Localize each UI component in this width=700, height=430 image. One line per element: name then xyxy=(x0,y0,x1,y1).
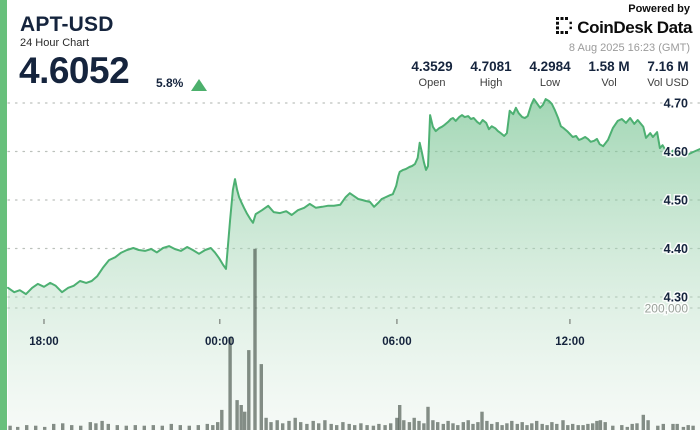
brand-name[interactable]: CoinDesk Data xyxy=(577,18,692,37)
high-label: High xyxy=(479,77,503,89)
x-axis-label: 18:00 xyxy=(29,336,58,348)
stats-row: 4.3529 Open 4.7081 High 4.2984 Low 1.58 … xyxy=(410,59,690,89)
vol-usd-label: Vol USD xyxy=(647,77,689,89)
up-arrow-icon xyxy=(191,79,207,91)
coindesk-logo-icon xyxy=(556,17,573,39)
y-axis-label: 4.30 xyxy=(664,291,688,305)
vol-usd-value: 7.16 M xyxy=(647,59,689,74)
open-label: Open xyxy=(418,77,446,89)
vol-value: 1.58 M xyxy=(588,59,630,74)
change-percent: 5.8% xyxy=(156,76,184,90)
high-value: 4.7081 xyxy=(470,59,512,74)
x-axis-label: 06:00 xyxy=(382,336,411,348)
stat-open: 4.3529 Open xyxy=(410,59,454,89)
price-chart[interactable]: 4.70 4.60 4.50 4.40 4.30 200,000 18:00 00:00 06:… xyxy=(0,95,700,430)
chart-timestamp: 8 Aug 2025 16:23 (GMT) xyxy=(568,42,690,54)
branding-block: Powered by CoinDesk Data 8 Aug 2025 16:2… xyxy=(556,3,692,54)
stat-vol: 1.58 M Vol xyxy=(587,59,631,89)
page-title: APT-USD xyxy=(20,13,114,36)
stat-vol-usd: 7.16 M Vol USD xyxy=(646,59,690,89)
y-axis-label: 4.50 xyxy=(664,194,688,208)
vol-label: Vol xyxy=(601,77,617,89)
low-label: Low xyxy=(539,77,561,89)
volume-axis-label: 200,000 xyxy=(645,302,689,316)
stat-low: 4.2984 Low xyxy=(528,59,572,89)
accent-strip xyxy=(0,0,7,430)
powered-by-label: Powered by xyxy=(628,3,690,15)
open-value: 4.3529 xyxy=(411,59,453,74)
chart-subtitle: 24 Hour Chart xyxy=(20,37,90,49)
stat-high: 4.7081 High xyxy=(469,59,513,89)
current-price: 4.6052 xyxy=(19,50,130,91)
y-axis-label: 4.60 xyxy=(664,145,688,159)
x-axis-label: 12:00 xyxy=(555,336,584,348)
low-value: 4.2984 xyxy=(529,59,571,74)
y-axis-label: 4.70 xyxy=(664,97,688,111)
x-axis-label: 00:00 xyxy=(205,336,234,348)
y-axis-label: 4.40 xyxy=(664,242,688,256)
